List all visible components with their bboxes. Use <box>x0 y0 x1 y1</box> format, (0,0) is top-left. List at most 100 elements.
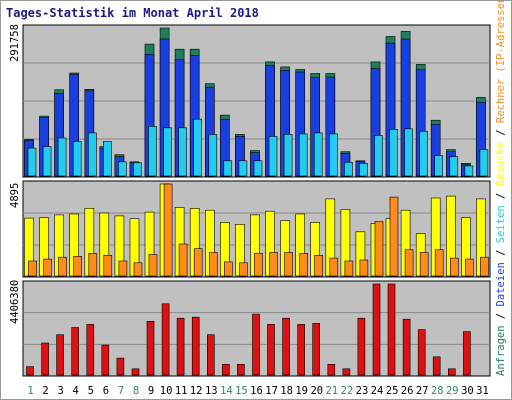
panel-visits: 4895 <box>9 180 491 278</box>
bar-kb-4 <box>71 327 79 376</box>
x-tick-7: 7 <box>118 385 124 397</box>
bar-kb-20 <box>312 323 321 376</box>
requests-max-label: 291758 <box>9 24 21 62</box>
bar-rechner-15 <box>239 262 248 277</box>
x-tick-22: 22 <box>341 385 354 397</box>
x-tick-16: 16 <box>250 385 263 397</box>
bar-rechner-17 <box>269 252 278 277</box>
bar-rechner-27 <box>419 252 429 277</box>
bar-kb-12 <box>191 316 200 376</box>
visits-max-label: 4895 <box>9 183 21 208</box>
x-tick-20: 20 <box>310 385 323 397</box>
x-tick-6: 6 <box>103 385 109 397</box>
bar-seiten-7 <box>118 161 127 177</box>
x-tick-21: 21 <box>325 385 338 397</box>
bar-seiten-27 <box>419 131 429 177</box>
right-legend-segment-8: Rechner (IP-Adressen) <box>495 0 507 123</box>
x-tick-14: 14 <box>220 385 233 397</box>
bar-rechner-22 <box>344 260 354 277</box>
bar-seiten-17 <box>268 136 278 177</box>
bar-kb-5 <box>86 324 95 376</box>
right-legend-label: Anfragen / Dateien / Seiten / Besuche / … <box>495 0 507 376</box>
x-tick-25: 25 <box>386 385 399 397</box>
x-tick-15: 15 <box>235 385 248 397</box>
x-tick-29: 29 <box>446 385 459 397</box>
bar-rechner-10 <box>163 183 173 277</box>
bar-seiten-9 <box>148 126 157 177</box>
x-axis-ticks: 1 2 3 4 5 6 7 8 9 10 11 12 13 14 15 16 17 18 19 20 21 22 23 24 2… <box>27 385 488 397</box>
bar-kb-21 <box>327 363 336 376</box>
x-tick-13: 13 <box>205 385 218 397</box>
right-legend-segment-2: Dateien <box>495 262 507 306</box>
bar-kb-9 <box>146 320 155 376</box>
x-tick-11: 11 <box>175 385 188 397</box>
bar-rechner-5 <box>88 253 98 277</box>
bar-kb-10 <box>161 303 170 376</box>
bar-seiten-20 <box>313 132 323 177</box>
bar-kb-15 <box>237 363 245 376</box>
bar-rechner-25 <box>389 196 399 277</box>
bar-seiten-10 <box>163 127 172 177</box>
x-tick-12: 12 <box>190 385 203 397</box>
bar-rechner-28 <box>434 249 444 277</box>
x-tick-4: 4 <box>73 385 79 397</box>
bar-rechner-9 <box>148 254 158 277</box>
x-tick-8: 8 <box>133 385 139 397</box>
bar-seiten-12 <box>193 118 202 177</box>
bar-kb-14 <box>222 363 230 376</box>
visits-bars <box>23 183 490 277</box>
x-tick-30: 30 <box>461 385 474 397</box>
bar-seiten-26 <box>404 128 413 177</box>
bar-rechner-8 <box>133 262 143 277</box>
right-legend-segment-1: / <box>495 306 507 325</box>
bar-seiten-21 <box>328 133 338 177</box>
kbytes-bars <box>23 283 490 376</box>
bar-kb-23 <box>357 317 366 376</box>
bar-rechner-18 <box>284 252 293 277</box>
bar-seiten-3 <box>57 137 67 177</box>
bar-rechner-13 <box>209 252 218 277</box>
bar-kb-19 <box>297 324 306 376</box>
bar-kb-7 <box>116 357 125 376</box>
bar-kb-13 <box>207 334 215 376</box>
right-legend-segment-6: Besuche <box>495 142 507 186</box>
bar-kb-26 <box>402 318 411 376</box>
x-tick-5: 5 <box>88 385 94 397</box>
x-tick-26: 26 <box>401 385 414 397</box>
bar-seiten-30 <box>464 165 474 177</box>
bar-kb-16 <box>252 313 260 376</box>
right-legend-segment-7: / <box>495 123 507 142</box>
bar-seiten-29 <box>449 156 459 177</box>
bar-rechner-7 <box>118 260 128 277</box>
bar-seiten-13 <box>208 134 218 177</box>
bar-kb-18 <box>282 317 290 376</box>
bar-seiten-11 <box>178 127 187 177</box>
bar-kb-11 <box>176 317 185 376</box>
bar-seiten-23 <box>359 163 368 177</box>
x-tick-9: 9 <box>148 385 154 397</box>
bar-rechner-20 <box>314 255 324 277</box>
bar-rechner-24 <box>374 221 384 277</box>
bar-rechner-4 <box>73 255 82 277</box>
bar-rechner-29 <box>449 257 459 277</box>
x-tick-17: 17 <box>265 385 278 397</box>
right-legend-segment-0: Anfragen <box>495 325 507 376</box>
bar-kb-27 <box>417 329 426 376</box>
bar-seiten-25 <box>389 129 398 177</box>
bar-kb-25 <box>387 283 396 376</box>
x-tick-23: 23 <box>356 385 369 397</box>
x-tick-31: 31 <box>476 385 489 397</box>
kbytes-max-label: 4406380 <box>9 280 21 324</box>
bar-seiten-31 <box>479 149 489 177</box>
bar-rechner-1 <box>28 260 37 277</box>
x-tick-27: 27 <box>416 385 429 397</box>
right-legend-segment-5: / <box>495 186 507 205</box>
bar-rechner-21 <box>329 257 339 277</box>
x-tick-24: 24 <box>371 385 384 397</box>
chart-title: Tages-Statistik im Monat April 2018 <box>6 6 259 20</box>
bar-seiten-15 <box>238 160 248 177</box>
bar-seiten-24 <box>374 135 383 177</box>
bar-seiten-19 <box>298 133 308 177</box>
x-tick-18: 18 <box>280 385 293 397</box>
